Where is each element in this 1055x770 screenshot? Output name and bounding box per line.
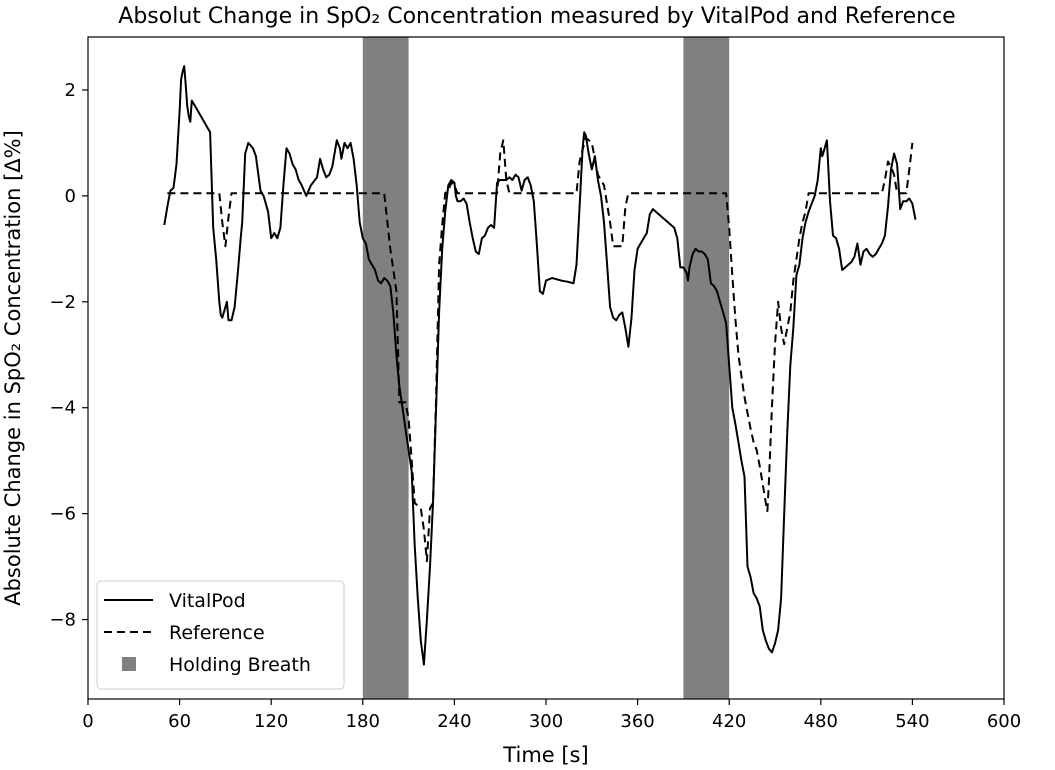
legend-box — [96, 580, 345, 690]
y-axis-label: Absolute Change in SpO₂ Concentration [Δ… — [1, 130, 25, 606]
y-tick-label: 0 — [65, 186, 76, 207]
x-tick-label: 600 — [987, 711, 1021, 732]
y-tick-label: 2 — [65, 80, 76, 101]
x-tick-label: 0 — [82, 711, 93, 732]
legend-reference-label: Reference — [169, 622, 265, 644]
x-tick-label: 540 — [895, 711, 929, 732]
x-axis-ticks: 0 60 120 180 240 300 360 420 480 540 600 — [82, 699, 1021, 732]
series-layer — [163, 65, 917, 666]
shaded-regions — [362, 37, 730, 699]
y-tick-label: −6 — [49, 504, 76, 525]
holding-breath-region-2 — [683, 37, 730, 699]
x-tick-label: 300 — [529, 711, 563, 732]
holding-breath-region-1 — [362, 37, 409, 699]
x-tick-label: 180 — [346, 711, 380, 732]
legend-holding-breath-swatch — [122, 657, 136, 671]
legend-holding-breath-label: Holding Breath — [169, 654, 311, 676]
y-tick-label: −2 — [49, 292, 76, 313]
x-axis-label: Time [s] — [502, 743, 588, 767]
legend-vitalpod-label: VitalPod — [169, 590, 246, 612]
x-tick-label: 240 — [437, 711, 471, 732]
x-tick-label: 60 — [168, 711, 191, 732]
x-tick-label: 120 — [254, 711, 288, 732]
chart-title: Absolut Change in SpO₂ Concentration mea… — [118, 4, 955, 29]
y-tick-label: −4 — [49, 398, 76, 419]
y-tick-label: −8 — [49, 610, 76, 631]
x-tick-label: 360 — [620, 711, 654, 732]
y-axis-ticks: −8 −6 −4 −2 0 2 — [49, 80, 88, 631]
legend: VitalPod Reference Holding Breath — [96, 580, 345, 690]
x-tick-label: 480 — [804, 711, 838, 732]
x-tick-label: 420 — [712, 711, 746, 732]
series-line-reference — [167, 136, 914, 563]
series-line-vitalpod — [163, 65, 917, 666]
